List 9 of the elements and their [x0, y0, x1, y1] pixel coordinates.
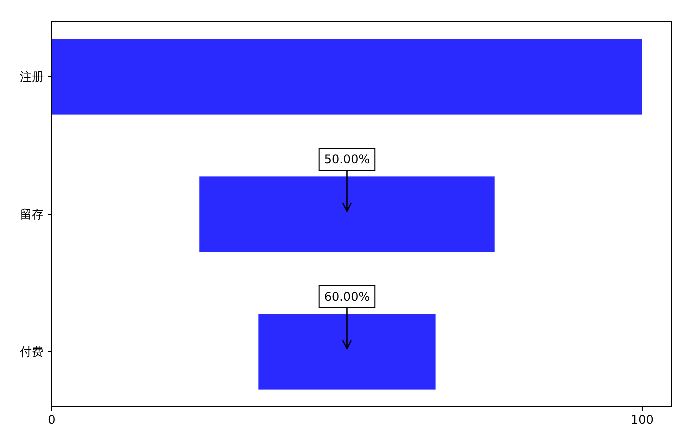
x-tick-label: 0: [48, 413, 56, 427]
annotation: 60.00%: [324, 290, 370, 304]
x-tick-label: 100: [631, 413, 654, 427]
y-tick-label: 注册: [20, 70, 44, 84]
annotation: 50.00%: [318, 148, 376, 212]
annotation: 60.00%: [318, 286, 376, 350]
annotation: 50.00%: [324, 152, 370, 166]
y-tick-label: 付费: [19, 345, 44, 359]
y-tick-label: 留存: [20, 208, 44, 222]
